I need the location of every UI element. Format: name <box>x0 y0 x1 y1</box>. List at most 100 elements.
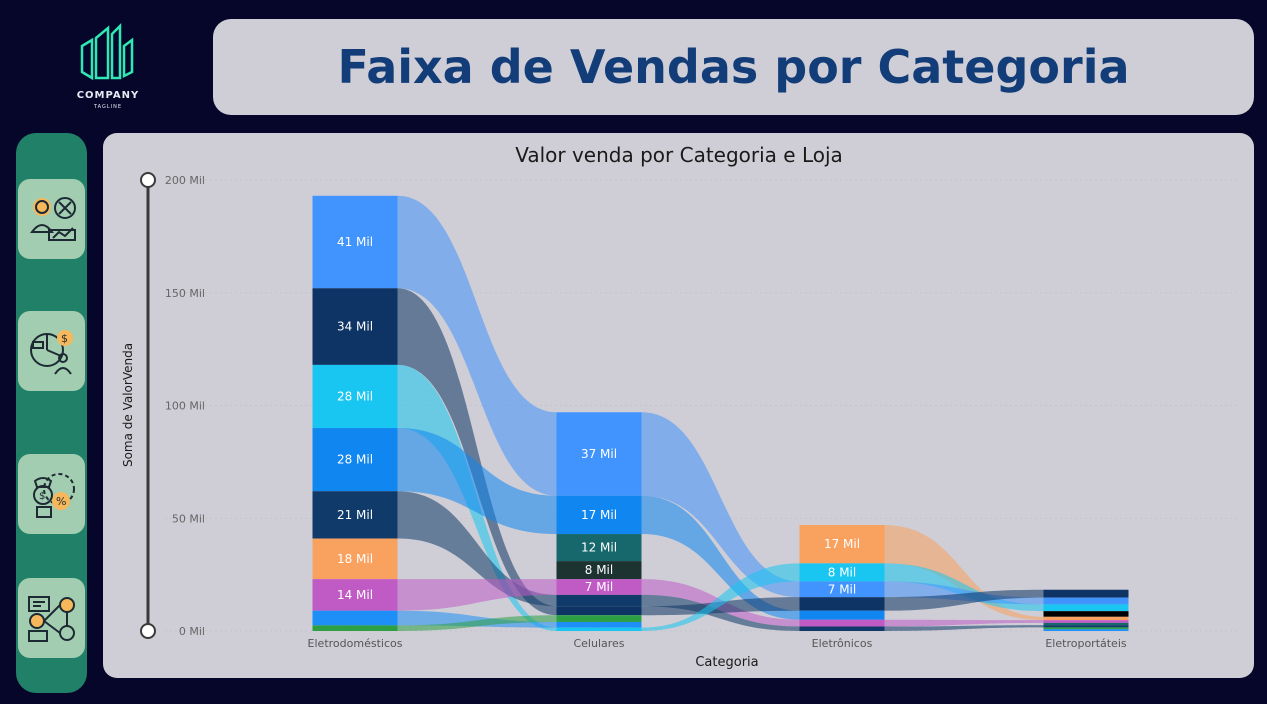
nav-button-sales[interactable] <box>18 179 85 259</box>
money-percent-icon: % $ <box>32 473 75 518</box>
bar-segment-s1[interactable] <box>556 412 642 496</box>
bar-segment-s4[interactable] <box>312 428 398 492</box>
bar-segment-s3[interactable] <box>556 627 642 631</box>
x-tick-label: Celulares <box>573 637 624 650</box>
svg-text:%: % <box>56 495 66 508</box>
x-tick-label: Eletrônicos <box>812 637 873 650</box>
bar-segment-s6[interactable] <box>799 525 885 564</box>
y-tick-label: 100 Mil <box>165 400 205 413</box>
ribbon-s3[interactable] <box>641 563 800 631</box>
bar-segment-s5[interactable] <box>1043 625 1129 628</box>
bar-segment-s2[interactable] <box>556 606 642 616</box>
data-label: 28 Mil <box>337 389 373 403</box>
logo-tagline: TAGLINE <box>93 104 123 110</box>
bar-segment-s1[interactable] <box>312 195 398 289</box>
ribbon-s5[interactable] <box>884 625 1044 631</box>
ribbon-chart: 0 Mil 50 Mil 100 Mil 150 Mil 200 Mil 41 Mil 34… <box>121 143 1238 670</box>
data-label: 8 Mil <box>828 565 856 579</box>
label-layer: 0 Mil 50 Mil 100 Mil 150 Mil 200 Mil 41 Mil 34… <box>165 174 1127 650</box>
bar-segment-s10[interactable] <box>1043 622 1129 626</box>
data-label: 7 Mil <box>828 582 856 596</box>
y-axis-slider-top-handle[interactable] <box>140 172 156 188</box>
bar-layer <box>312 195 1129 631</box>
axis-layer <box>140 172 156 639</box>
data-label: 34 Mil <box>337 320 373 334</box>
bar-segment-s9[interactable] <box>312 625 398 631</box>
bar-segment-s2[interactable] <box>1043 589 1129 598</box>
ribbon-s6[interactable] <box>884 525 1044 621</box>
y-tick-label: 0 Mil <box>179 625 205 638</box>
bar-segment-s6[interactable] <box>312 538 398 580</box>
ribbon-s8[interactable] <box>397 610 557 628</box>
bar-segment-s3[interactable] <box>1043 604 1129 612</box>
ribbon-s5[interactable] <box>397 491 557 607</box>
finance-dashboard-icon: $ <box>29 330 73 375</box>
bar-segment-s2[interactable] <box>312 288 398 365</box>
bar-segment-s5[interactable] <box>799 626 885 631</box>
ribbon-s2[interactable] <box>397 288 557 616</box>
data-label: 28 Mil <box>337 453 373 467</box>
data-label: 12 Mil <box>581 541 617 555</box>
data-label: 21 Mil <box>337 508 373 522</box>
sales-analyst-icon <box>29 197 76 241</box>
chart-panel: 0 Mil 50 Mil 100 Mil 150 Mil 200 Mil 41 Mil 34… <box>103 133 1254 678</box>
ribbon-s3[interactable] <box>884 563 1044 612</box>
ribbon-s4[interactable] <box>397 428 557 535</box>
ribbon-s2[interactable] <box>884 589 1044 611</box>
ribbon-s7[interactable] <box>884 619 1044 627</box>
bar-segment-s5[interactable] <box>312 491 398 539</box>
bar-segment-s7[interactable] <box>799 619 885 627</box>
data-label: 17 Mil <box>824 537 860 551</box>
bar-segment-s7[interactable] <box>312 579 398 611</box>
x-axis-title: Categoria <box>695 655 758 670</box>
header-banner: Faixa de Vendas por Categoria <box>213 19 1254 115</box>
bar-segment-s5[interactable] <box>556 594 642 607</box>
bar-segment-s8[interactable] <box>312 610 398 626</box>
x-tick-label: Eletrodomésticos <box>308 637 403 650</box>
bar-segment-s1[interactable] <box>1043 597 1129 605</box>
bar-segment-s8[interactable] <box>1043 629 1129 631</box>
ribbon-s5[interactable] <box>641 594 800 631</box>
data-label: 8 Mil <box>585 563 613 577</box>
ribbon-layer <box>397 195 1044 631</box>
bar-segment-s7[interactable] <box>1043 620 1129 623</box>
chart-title: Valor venda por Categoria e Loja <box>515 143 843 167</box>
x-tick-label: Eletroportáteis <box>1045 637 1127 650</box>
y-axis-title: Soma de ValorVenda <box>121 343 135 467</box>
bar-segment-s8[interactable] <box>556 621 642 628</box>
bar-segment-s7[interactable] <box>556 579 642 595</box>
ribbon-s4[interactable] <box>641 495 800 620</box>
bar-segment-s4[interactable] <box>799 610 885 620</box>
ribbon-s7[interactable] <box>397 579 557 611</box>
bar-segment-s11[interactable] <box>556 561 642 580</box>
bar-segment-s2[interactable] <box>799 597 885 611</box>
team-network-icon <box>27 596 75 642</box>
ribbon-s1[interactable] <box>641 412 800 598</box>
nav-button-team[interactable] <box>18 578 85 658</box>
bar-segment-s12[interactable] <box>1043 611 1129 617</box>
bar-segment-s1[interactable] <box>799 581 885 598</box>
y-tick-label: 50 Mil <box>172 512 205 525</box>
svg-text:$: $ <box>39 491 45 502</box>
logo-mark-icon <box>80 22 134 81</box>
sidebar: $ % $ <box>16 133 87 693</box>
y-tick-label: 200 Mil <box>165 174 205 187</box>
bar-segment-s4[interactable] <box>556 495 642 535</box>
bar-segment-s10[interactable] <box>556 534 642 562</box>
data-label: 18 Mil <box>337 552 373 566</box>
logo-brand-text: COMPANY <box>76 90 140 101</box>
data-label: 7 Mil <box>585 580 613 594</box>
nav-button-discount[interactable]: % $ <box>18 454 85 534</box>
data-label: 41 Mil <box>337 235 373 249</box>
y-axis-slider-bottom-handle[interactable] <box>140 623 156 639</box>
bar-segment-s9[interactable] <box>556 615 642 622</box>
nav-button-finance[interactable]: $ <box>18 311 85 391</box>
bar-segment-s6[interactable] <box>1043 616 1129 621</box>
bar-segment-s3[interactable] <box>799 563 885 582</box>
bar-segment-s3[interactable] <box>312 364 398 429</box>
ribbon-s9[interactable] <box>397 615 557 631</box>
bar-segment-s9[interactable] <box>1043 627 1129 630</box>
data-label: 14 Mil <box>337 588 373 602</box>
ribbon-s1[interactable] <box>397 195 557 496</box>
company-logo: COMPANY TAGLINE <box>62 16 154 116</box>
